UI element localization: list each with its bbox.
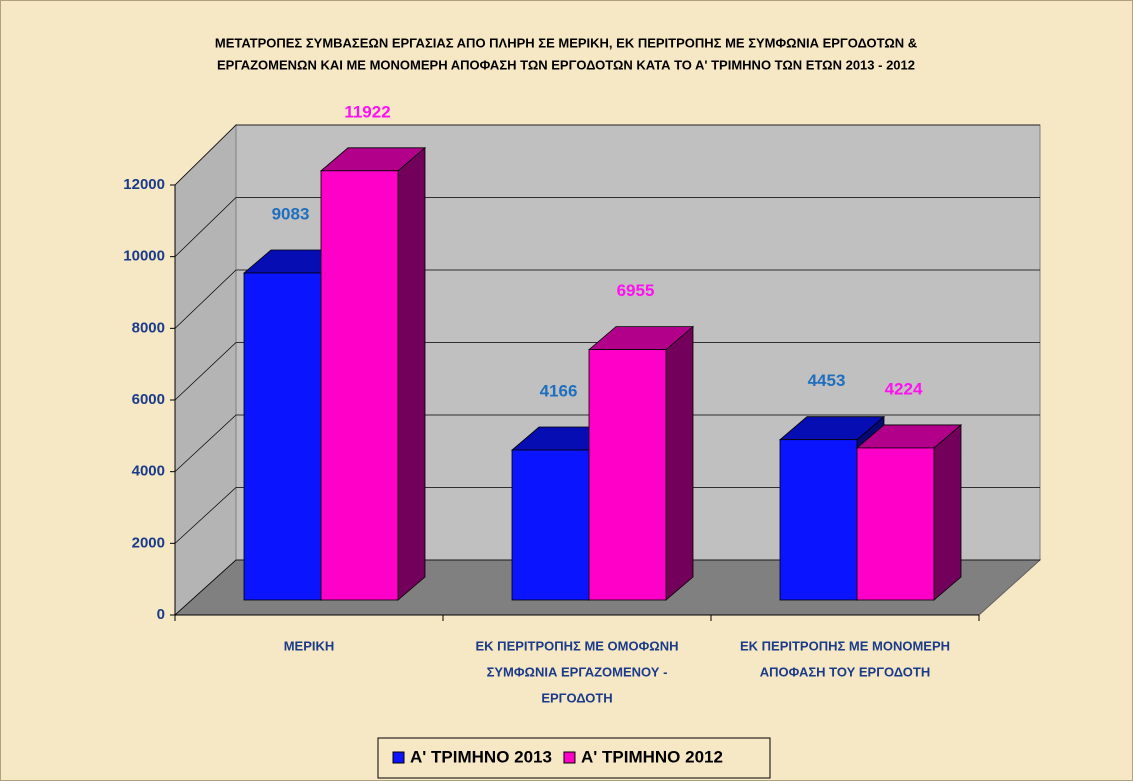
bar bbox=[588, 349, 667, 601]
y-tick-label: 6000 bbox=[132, 391, 165, 408]
y-tick-label: 2000 bbox=[132, 534, 165, 551]
x-tick-label: ΕΚ ΠΕΡΙΤΡΟΠΗΣ ΜΕ ΜΟΝΟΜΕΡΗ bbox=[740, 638, 950, 653]
y-tick-label: 0 bbox=[157, 606, 165, 623]
bar bbox=[779, 439, 858, 601]
legend-swatch bbox=[392, 751, 405, 764]
grid-line bbox=[174, 487, 1040, 544]
y-tick-label: 4000 bbox=[132, 463, 165, 480]
bar-top-shade bbox=[857, 424, 961, 448]
legend-label: Α' ΤΡΙΜΗΝΟ 2012 bbox=[581, 747, 723, 766]
data-label: 6955 bbox=[617, 281, 655, 300]
bar-top-shade bbox=[589, 326, 693, 350]
bar-top-shade bbox=[321, 147, 425, 171]
bar bbox=[856, 447, 935, 601]
y-tick-label: 12000 bbox=[123, 176, 165, 193]
bar-top-shade bbox=[780, 416, 884, 440]
grid-line bbox=[174, 197, 1040, 257]
legend-swatch bbox=[563, 751, 576, 764]
bar-side-shade bbox=[934, 424, 961, 600]
bar-side-shade bbox=[398, 147, 425, 601]
x-tick-label: ΕΚ ΠΕΡΙΤΡΟΠΗΣ ΜΕ ΟΜΟΦΩΝΗ bbox=[476, 638, 679, 653]
grid-line bbox=[174, 342, 1040, 401]
legend-label: Α' ΤΡΙΜΗΝΟ 2013 bbox=[410, 747, 552, 766]
x-tick-label: ΑΠΟΦΑΣΗ ΤΟΥ ΕΡΓΟΔΟΤΗ bbox=[760, 664, 931, 679]
data-label: 4224 bbox=[885, 379, 923, 398]
grid-line bbox=[174, 559, 1040, 616]
bar-side-shade bbox=[666, 326, 693, 600]
grid-line bbox=[174, 269, 1040, 329]
x-tick-label: ΜΕΡΙΚΗ bbox=[284, 638, 335, 653]
bar bbox=[320, 170, 399, 601]
y-tick-label: 10000 bbox=[123, 248, 165, 265]
chart-title: ΜΕΤΑΤΡΟΠΕΣ ΣΥΜΒΑΣΕΩΝ ΕΡΓΑΣΙΑΣ ΑΠΟ ΠΛΗΡΗ … bbox=[215, 35, 917, 50]
bar bbox=[511, 449, 590, 601]
side-wall bbox=[174, 123, 237, 617]
x-tick-label: ΕΡΓΟΔΟΤΗ bbox=[541, 690, 612, 705]
data-label: 4166 bbox=[540, 382, 578, 401]
bar bbox=[243, 272, 322, 601]
data-label: 9083 bbox=[272, 204, 310, 223]
data-label: 4453 bbox=[808, 371, 846, 390]
x-tick-label: ΣΥΜΦΩΝΙΑ ΕΡΓΑΖΟΜΕΝΟΥ - bbox=[487, 664, 668, 679]
data-label: 11922 bbox=[344, 102, 390, 121]
grid-line bbox=[174, 414, 1040, 472]
grid-line bbox=[174, 124, 1040, 186]
y-tick-label: 8000 bbox=[132, 319, 165, 336]
chart-title: ΕΡΓΑΖΟΜΕΝΩΝ ΚΑΙ ΜΕ ΜΟΝΟΜΕΡΗ ΑΠΟΦΑΣΗ ΤΩΝ … bbox=[217, 57, 915, 72]
